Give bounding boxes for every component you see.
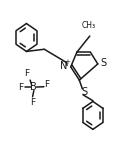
Text: B: B <box>31 82 37 92</box>
Text: N: N <box>60 61 68 71</box>
Text: F: F <box>30 98 35 107</box>
Text: F: F <box>18 83 23 92</box>
Text: S: S <box>81 87 87 97</box>
Text: +: + <box>65 59 71 65</box>
Text: F: F <box>44 80 49 90</box>
Text: CH₃: CH₃ <box>82 21 96 30</box>
Text: S: S <box>100 58 106 68</box>
Text: F: F <box>24 69 29 78</box>
